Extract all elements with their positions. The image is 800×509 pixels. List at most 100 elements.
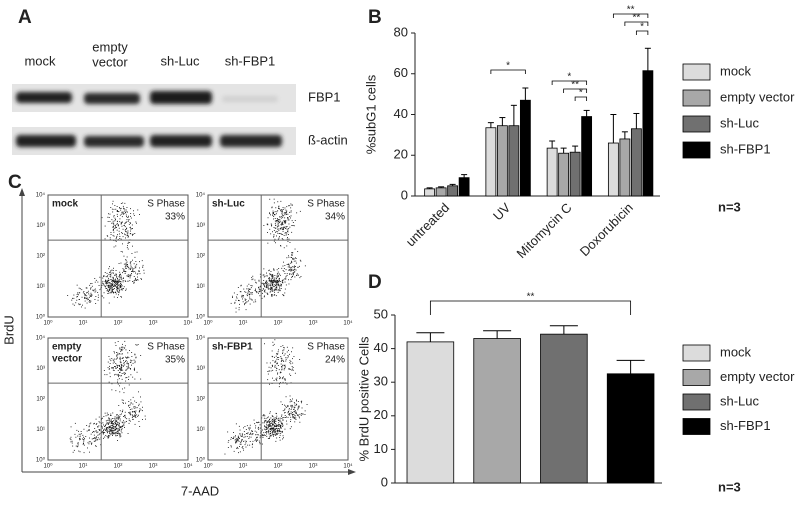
dot [276, 282, 278, 283]
dot [263, 276, 265, 278]
dot [134, 415, 136, 416]
y-tick-label: 10⁰ [36, 457, 46, 464]
dot [133, 280, 135, 282]
dot [124, 234, 126, 236]
dot [250, 432, 252, 434]
dot [117, 352, 119, 354]
dot [291, 254, 293, 256]
dot [127, 433, 129, 434]
dot [266, 362, 268, 364]
error-bar [483, 330, 512, 339]
dot [279, 372, 281, 374]
dot [295, 419, 297, 420]
dot [275, 431, 276, 433]
dot [283, 361, 285, 362]
dot [125, 271, 127, 273]
dot [91, 442, 93, 444]
dot [249, 444, 251, 446]
dot [279, 274, 281, 276]
dot [113, 227, 115, 229]
dot [113, 235, 115, 237]
dot [89, 423, 91, 425]
dot [286, 238, 288, 240]
dot [107, 427, 109, 429]
dot [279, 233, 280, 234]
dot [79, 436, 81, 437]
lane-label: sh-FBP1 [225, 53, 276, 68]
dot [279, 236, 280, 238]
dot [118, 280, 120, 282]
dot [112, 276, 114, 278]
dot [90, 287, 92, 289]
dot [282, 215, 284, 217]
dot [285, 406, 287, 408]
dot [294, 421, 296, 423]
dot [116, 211, 118, 212]
dot [117, 291, 119, 293]
dot [239, 451, 241, 453]
dot [284, 217, 286, 219]
dot [279, 277, 280, 279]
dot [274, 220, 276, 222]
dot [236, 447, 237, 449]
dot [111, 222, 113, 224]
dot [119, 372, 120, 373]
y-tick-label: 10⁰ [196, 457, 206, 464]
error-bar [522, 87, 529, 101]
dot [268, 424, 270, 426]
dot [297, 406, 299, 408]
dot [117, 284, 119, 286]
dot [131, 356, 133, 357]
dot [243, 288, 245, 290]
dot [239, 433, 241, 435]
dot [268, 269, 270, 271]
dot [269, 198, 271, 200]
dot [107, 279, 109, 281]
dot [263, 284, 265, 286]
dot [289, 373, 291, 375]
dot [245, 301, 247, 303]
dot [274, 425, 276, 427]
dot [115, 420, 117, 422]
dot [291, 257, 292, 258]
dot [103, 297, 105, 299]
dot [134, 367, 135, 369]
dot [287, 229, 289, 231]
dot [120, 435, 122, 437]
dot [95, 436, 97, 438]
band [150, 135, 212, 147]
dot [297, 401, 299, 402]
dot [123, 392, 125, 394]
dot [108, 217, 110, 218]
dot [116, 432, 118, 434]
legend-label: mock [720, 63, 752, 78]
dot [119, 368, 121, 370]
dot [94, 428, 96, 429]
dot [84, 300, 86, 302]
dot [270, 421, 271, 423]
significance-bracket [624, 21, 649, 26]
dot [288, 255, 289, 257]
dot [110, 418, 112, 420]
dot [115, 345, 117, 346]
dot [110, 420, 112, 422]
dot [255, 425, 257, 427]
dot [292, 266, 294, 268]
dot [130, 222, 131, 224]
dot [110, 433, 112, 435]
dot [120, 222, 122, 223]
dot [121, 428, 123, 430]
error-bar [549, 140, 556, 149]
dot [281, 224, 282, 226]
dot [120, 277, 122, 279]
dot [271, 280, 273, 282]
dot [129, 420, 131, 422]
dot [290, 268, 292, 270]
dot [277, 228, 279, 230]
dot [281, 423, 282, 425]
dot [292, 417, 294, 419]
dot [131, 417, 133, 418]
dot [117, 370, 119, 371]
dot [280, 431, 282, 432]
dot [127, 367, 129, 369]
